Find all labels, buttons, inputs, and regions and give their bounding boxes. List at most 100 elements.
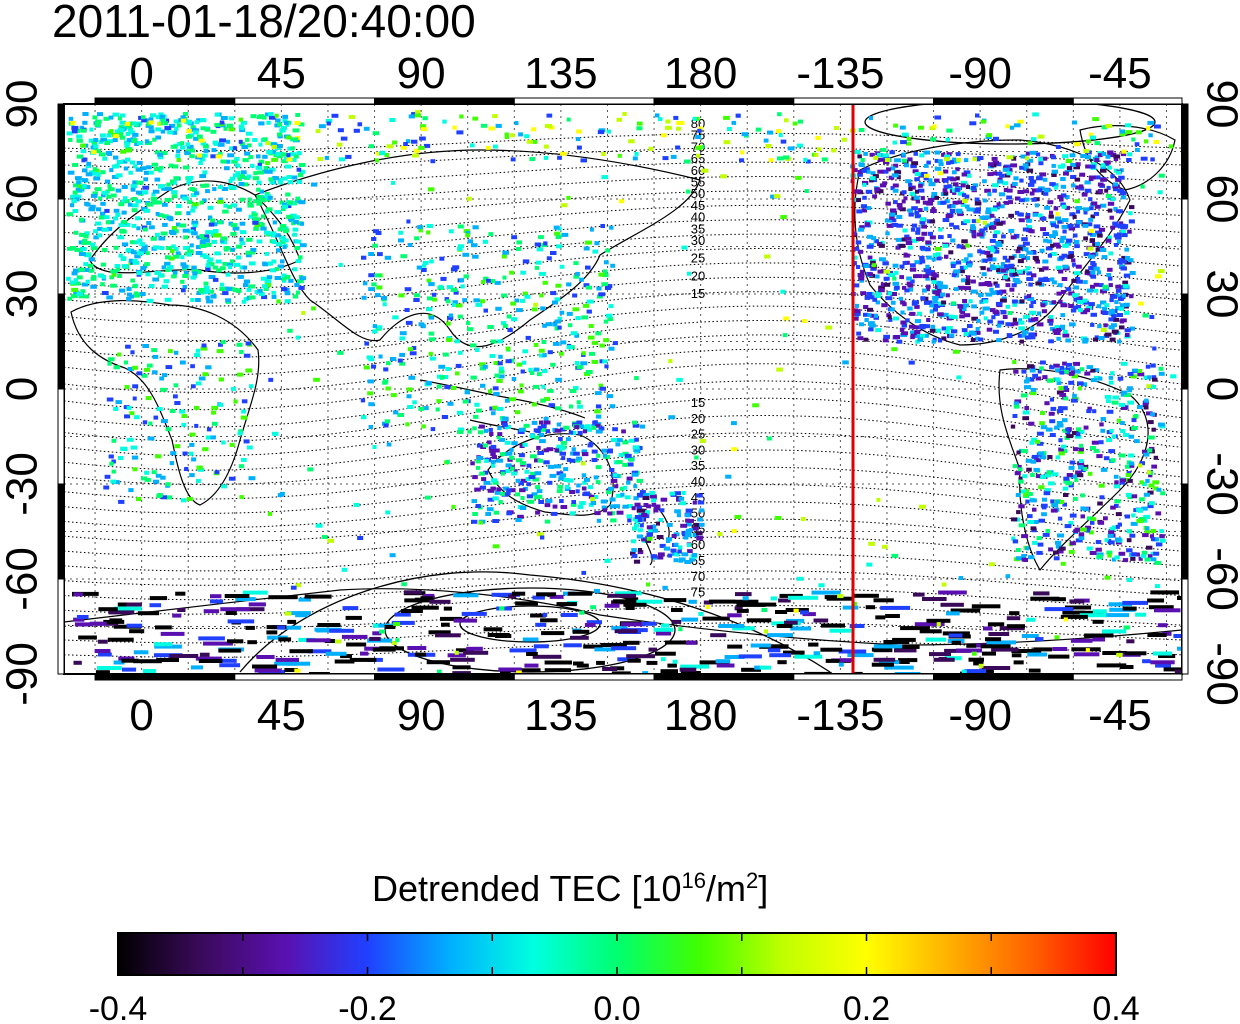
tec-pixel (219, 120, 225, 125)
tec-pixel (627, 462, 634, 467)
tec-pixel (594, 409, 601, 414)
tec-pixel (1028, 282, 1033, 287)
tec-pixel (973, 209, 981, 214)
tec-pixel (1122, 283, 1129, 288)
tec-pixel (195, 245, 201, 250)
tec-pixel (411, 112, 416, 117)
tec-pixel (600, 224, 605, 228)
tec-pixel (894, 270, 899, 275)
tec-pixel (695, 135, 702, 139)
tec-pixel (106, 295, 113, 300)
tec-pixel (633, 448, 641, 453)
tec-pixel (121, 210, 127, 215)
tec-pixel (301, 311, 306, 315)
tec-pixel (175, 222, 181, 227)
tec-pixel (752, 403, 759, 408)
tec-pixel (130, 350, 135, 355)
mlat-contour (64, 190, 1182, 221)
tec-pixel (699, 522, 705, 527)
mlat-contour (64, 348, 1182, 411)
tec-pixel (1045, 246, 1053, 251)
tec-pixel (294, 121, 301, 125)
tec-pixel (1102, 311, 1109, 315)
tec-pixel (182, 451, 188, 456)
tec-pixel (975, 218, 981, 223)
tec-pixel (531, 127, 536, 132)
tec-pixel (227, 153, 235, 158)
tec-pixel (1037, 134, 1045, 139)
tec-pixel (796, 576, 804, 581)
tec-pixel (1129, 271, 1136, 275)
tec-pixel (571, 500, 576, 504)
contour-label: 35 (691, 221, 705, 236)
tec-pixel (263, 287, 269, 291)
tec-pixel (1084, 371, 1091, 376)
tec-pixel (692, 526, 699, 531)
tec-pixel (1018, 318, 1023, 323)
tec-pixel (181, 498, 187, 503)
tec-pixel (357, 536, 364, 540)
tec-pixel (197, 270, 202, 275)
tec-pixel (203, 281, 209, 286)
tec-pixel (685, 189, 691, 194)
tec-pixel (556, 602, 577, 607)
tec-pixel (631, 553, 638, 558)
tec-pixel (1091, 263, 1097, 267)
tec-pixel (1009, 272, 1015, 277)
tec-pixel (1041, 503, 1048, 508)
tec-pixel (451, 504, 456, 509)
tec-pixel (138, 115, 143, 120)
tec-pixel (78, 240, 83, 245)
tec-pixel (135, 167, 143, 172)
tec-pixel (813, 651, 821, 656)
tec-pixel (157, 273, 164, 278)
tec-pixel (910, 330, 915, 335)
tec-pixel (967, 263, 973, 268)
tec-pixel (89, 204, 96, 209)
tec-pixel (761, 608, 768, 612)
tec-pixel (577, 430, 583, 435)
tec-pixel (467, 327, 474, 332)
north-pole-contour (864, 104, 1156, 145)
tec-pixel (1068, 304, 1074, 308)
tec-pixel (1078, 308, 1083, 313)
tec-pixel (572, 629, 590, 634)
tec-pixel (931, 339, 936, 344)
tec-pixel (567, 591, 593, 596)
tec-pixel (155, 473, 162, 478)
tec-pixel (1057, 195, 1063, 200)
tec-pixel (780, 139, 787, 144)
tec-pixel (114, 129, 119, 134)
tec-pixel (599, 359, 604, 364)
tec-pixel (245, 137, 250, 142)
tec-pixel (183, 165, 190, 170)
mlat-contour (64, 570, 1182, 601)
tec-pixel (528, 367, 533, 372)
tec-pixel (871, 236, 877, 241)
tec-pixel (111, 459, 116, 464)
tec-pixel (1048, 547, 1054, 552)
tec-pixel (852, 671, 863, 674)
tec-pixel (1115, 306, 1122, 311)
tec-pixel (514, 298, 519, 303)
tec-pixel (912, 169, 919, 174)
tec-pixel (648, 146, 654, 151)
tec-pixel (769, 653, 792, 658)
tec-pixel (240, 415, 248, 420)
tec-pixel (586, 299, 594, 304)
tec-pixel (696, 531, 703, 536)
tec-pixel (646, 536, 653, 541)
tec-pixel (1062, 361, 1067, 366)
tec-pixel (524, 469, 530, 474)
tec-pixel (560, 427, 566, 432)
tec-pixel (493, 510, 500, 515)
top-border-segment (94, 97, 236, 105)
tec-pixel (519, 444, 525, 448)
tec-pixel (853, 246, 860, 251)
tec-pixel (198, 659, 223, 663)
tec-pixel (1013, 176, 1019, 181)
tec-pixel (453, 290, 459, 295)
tec-pixel (1038, 157, 1044, 162)
tec-pixel (154, 167, 160, 172)
tec-pixel (1095, 547, 1102, 552)
